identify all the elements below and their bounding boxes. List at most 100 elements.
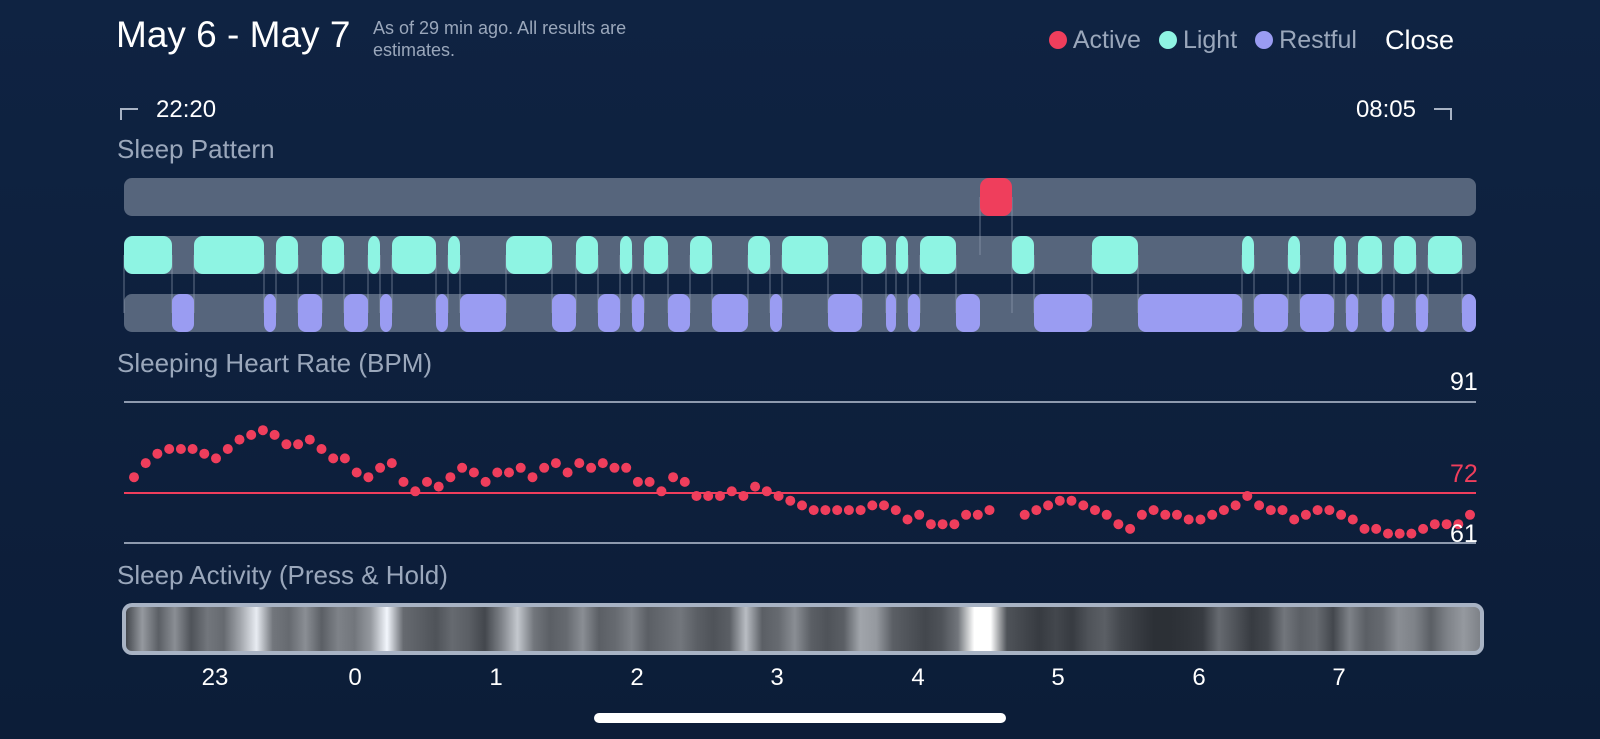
hr-point bbox=[539, 462, 550, 473]
hr-point bbox=[1113, 519, 1124, 530]
heart-rate-chart bbox=[124, 401, 1476, 544]
restful-segment bbox=[172, 294, 194, 332]
hr-point bbox=[597, 458, 608, 469]
restful-segment bbox=[828, 294, 862, 332]
light-segment bbox=[748, 236, 770, 274]
hr-point bbox=[691, 491, 702, 501]
hr-point bbox=[1383, 528, 1393, 539]
restful-segment bbox=[1300, 294, 1334, 332]
sleep-pattern-chart bbox=[123, 178, 1476, 332]
sleep-activity-bar[interactable] bbox=[122, 603, 1484, 655]
legend: Active Light Restful Close bbox=[1048, 24, 1600, 56]
hr-point bbox=[715, 491, 725, 501]
x-tick-label: 5 bbox=[1051, 664, 1065, 691]
hr-point bbox=[1254, 500, 1265, 511]
hr-point bbox=[211, 453, 221, 464]
hr-point bbox=[1125, 523, 1136, 534]
hr-point bbox=[855, 505, 866, 516]
hr-point bbox=[843, 505, 854, 516]
restful-segment bbox=[956, 294, 980, 332]
restful-segment bbox=[668, 294, 690, 332]
heart-rate-title: Sleeping Heart Rate (BPM) bbox=[117, 348, 433, 378]
hr-point bbox=[152, 448, 163, 459]
legend-restful: Restful bbox=[1255, 26, 1357, 55]
light-segment bbox=[276, 236, 298, 274]
legend-active: Active bbox=[1048, 26, 1141, 55]
hr-point bbox=[1207, 509, 1218, 520]
hr-point bbox=[1218, 505, 1229, 516]
light-segment bbox=[782, 236, 828, 274]
hr-point bbox=[879, 500, 889, 511]
hr-point bbox=[632, 476, 643, 487]
hr-point bbox=[1453, 519, 1464, 530]
hr-point bbox=[1347, 514, 1358, 525]
restful-segment bbox=[1254, 294, 1288, 332]
hr-avg-label: 72 bbox=[1450, 460, 1478, 488]
hr-point bbox=[1101, 509, 1112, 520]
hr-point bbox=[1394, 528, 1405, 539]
hr-point bbox=[703, 491, 714, 501]
hr-point bbox=[1312, 505, 1323, 516]
hr-point bbox=[410, 486, 421, 497]
light-segment bbox=[1288, 236, 1300, 274]
hr-point bbox=[422, 476, 432, 487]
light-segment bbox=[124, 236, 172, 274]
hr-point bbox=[574, 458, 585, 469]
hr-point bbox=[1429, 519, 1440, 530]
hr-point bbox=[1289, 514, 1300, 525]
hr-point bbox=[785, 495, 796, 506]
hr-point bbox=[1324, 505, 1335, 516]
light-segment bbox=[1358, 236, 1382, 274]
hr-point bbox=[668, 472, 679, 483]
hr-point bbox=[1465, 509, 1475, 520]
hr-point bbox=[492, 467, 503, 478]
hr-point bbox=[140, 458, 151, 469]
hr-point bbox=[187, 444, 198, 454]
hr-point bbox=[468, 467, 479, 478]
light-segment bbox=[392, 236, 436, 274]
restful-segment bbox=[1462, 294, 1476, 332]
light-segment bbox=[1394, 236, 1416, 274]
home-indicator[interactable] bbox=[594, 713, 1006, 723]
hr-point bbox=[949, 519, 960, 530]
sleep-pattern-title: Sleep Pattern bbox=[117, 134, 275, 164]
hr-point bbox=[363, 472, 374, 483]
hr-point bbox=[1172, 509, 1182, 520]
close-button[interactable]: Close bbox=[1384, 24, 1454, 55]
light-segment bbox=[690, 236, 712, 274]
active-segment bbox=[980, 178, 1012, 216]
restful-segment bbox=[886, 294, 896, 332]
start-time: 22:20 bbox=[120, 96, 216, 124]
hr-point bbox=[750, 481, 761, 492]
hr-point bbox=[1148, 505, 1159, 516]
end-time: 08:05 bbox=[1356, 96, 1452, 124]
hr-point bbox=[738, 491, 749, 501]
hr-point bbox=[222, 444, 233, 454]
hr-point bbox=[1371, 523, 1382, 534]
light-dot-icon bbox=[1158, 31, 1177, 49]
hr-point bbox=[1265, 505, 1276, 516]
hr-point bbox=[457, 462, 468, 473]
x-tick-label: 2 bbox=[630, 664, 644, 691]
hr-point bbox=[586, 462, 597, 473]
x-tick-label: 6 bbox=[1192, 664, 1206, 691]
hr-point bbox=[175, 444, 186, 454]
hr-point bbox=[550, 458, 561, 469]
x-tick-label: 7 bbox=[1332, 664, 1346, 691]
hr-point bbox=[773, 491, 784, 501]
end-time-label: 08:05 bbox=[1355, 96, 1416, 123]
hr-min-label: 61 bbox=[1450, 520, 1478, 548]
hr-point bbox=[375, 462, 386, 473]
sleep-activity-title: Sleep Activity (Press & Hold) bbox=[117, 560, 448, 590]
hr-point bbox=[1359, 523, 1370, 534]
restful-segment bbox=[264, 294, 276, 332]
hr-max-label: 91 bbox=[1450, 368, 1478, 396]
legend-restful-label: Restful bbox=[1279, 25, 1357, 54]
light-segment bbox=[506, 236, 552, 274]
light-segment bbox=[1092, 236, 1138, 274]
hr-point bbox=[1230, 500, 1241, 511]
hr-point bbox=[914, 509, 925, 520]
hr-point bbox=[304, 434, 315, 445]
estimate-note: As of 29 min ago. All results are estima… bbox=[373, 18, 627, 60]
restful-segment bbox=[770, 294, 782, 332]
